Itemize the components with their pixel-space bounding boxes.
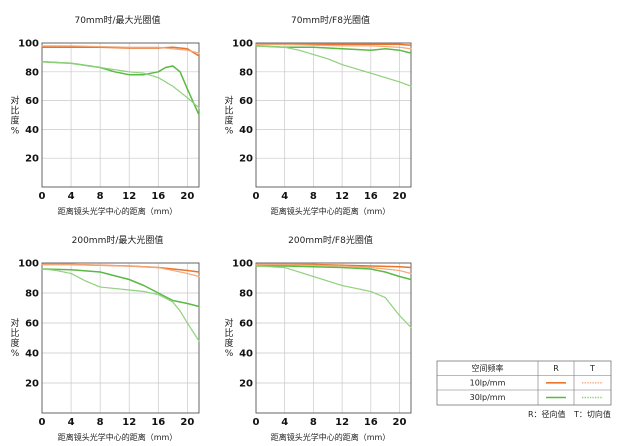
- y-tick-label: 100: [18, 39, 39, 50]
- mtf-chart-2: 70mm时/F8光圈值 0 4 8 12 16 20 20 40 60 80 100 距离镜头光学中心的…: [224, 14, 412, 216]
- y-tick-label: 20: [25, 154, 39, 165]
- mtf-chart-1: 70mm时/最大光圈值 0 4 8 12 16 20 20 40 60 80 100 距离镜头光学中心的…: [10, 14, 200, 216]
- series-30lp-mm-T: [41, 268, 200, 342]
- x-tick-label: 20: [180, 191, 194, 202]
- series-30lp-mm-T: [255, 45, 412, 87]
- x-axis-label: 距离镜头光学中心的距离（mm）: [58, 206, 178, 216]
- series-30lp-mm-T: [255, 265, 412, 329]
- y-tick-label: 40: [239, 125, 253, 136]
- plot-frame: [41, 42, 200, 188]
- y-tick-label: 60: [239, 96, 253, 107]
- y-tick-label: 20: [25, 379, 39, 390]
- x-tick-label: 4: [68, 191, 75, 202]
- legend-header-freq: 空间频率: [472, 363, 504, 373]
- legend-note-t: T：切向值: [573, 409, 611, 419]
- y-tick-label: 100: [18, 259, 39, 270]
- x-tick-label: 16: [151, 417, 165, 428]
- x-tick-label: 20: [393, 191, 407, 202]
- y-tick-label: 20: [239, 154, 253, 165]
- y-tick-label: 80: [239, 67, 253, 78]
- y-tick-label: 80: [239, 289, 253, 300]
- x-tick-label: 4: [281, 191, 288, 202]
- plot-frame: [41, 262, 200, 414]
- x-tick-label: 20: [393, 417, 407, 428]
- series-10lp-mm-R: [41, 46, 200, 57]
- series-10lp-mm-T: [255, 43, 412, 50]
- y-axis-label: 对比度%: [10, 94, 19, 136]
- legend-header-r: R: [553, 364, 559, 373]
- x-tick-label: 16: [364, 191, 378, 202]
- mtf-chart-4: 200mm时/F8光圈值 0 4 8 12 16 20 20 40 60 80 100 距离镜头光学中心…: [224, 234, 412, 442]
- y-axis-label: 对比度%: [10, 317, 19, 359]
- y-tick-label: 40: [239, 349, 253, 360]
- legend-row-30lp: 30lp/mm: [470, 393, 506, 402]
- x-tick-label: 20: [180, 417, 194, 428]
- series-30lp-mm-T: [41, 61, 200, 109]
- x-tick-label: 8: [97, 191, 104, 202]
- legend-header-t: T: [589, 364, 595, 373]
- x-tick-label: 8: [310, 191, 317, 202]
- series-10lp-mm-T: [255, 263, 412, 275]
- x-axis-label: 距离镜头光学中心的距离（mm）: [58, 432, 178, 442]
- x-tick-label: 0: [253, 191, 260, 202]
- x-tick-label: 16: [364, 417, 378, 428]
- chart-title: 70mm时/最大光圈值: [74, 14, 160, 26]
- mtf-chart-3: 200mm时/最大光圈值 0 4 8 12 16 20 20 40 60 80 100 距离镜头光学中心…: [10, 234, 200, 442]
- x-tick-label: 0: [39, 191, 46, 202]
- chart-title: 200mm时/F8光圈值: [288, 234, 373, 246]
- y-tick-label: 100: [232, 39, 253, 50]
- x-tick-label: 0: [253, 417, 260, 428]
- x-tick-label: 12: [335, 417, 349, 428]
- x-tick-label: 12: [335, 191, 349, 202]
- y-tick-label: 40: [25, 125, 39, 136]
- x-tick-label: 12: [122, 417, 136, 428]
- y-axis-label: 对比度%: [224, 94, 233, 136]
- x-axis-label: 距离镜头光学中心的距离（mm）: [271, 432, 391, 442]
- chart-title: 70mm时/F8光圈值: [291, 14, 370, 26]
- chart-title: 200mm时/最大光圈值: [72, 234, 164, 246]
- series-30lp-mm-R: [255, 265, 412, 281]
- legend-note-r: R：径向值: [528, 409, 566, 419]
- x-tick-label: 4: [281, 417, 288, 428]
- y-tick-label: 80: [25, 67, 39, 78]
- x-tick-label: 8: [97, 417, 104, 428]
- series-30lp-mm-R: [255, 45, 412, 54]
- legend-table: 空间频率 R T 10lp/mm 30lp/mm: [436, 360, 612, 406]
- x-tick-label: 16: [151, 191, 165, 202]
- series-10lp-mm-T: [41, 45, 200, 54]
- y-axis-label: 对比度%: [224, 317, 233, 359]
- x-tick-label: 0: [39, 417, 46, 428]
- series-30lp-mm-R: [41, 268, 200, 308]
- y-tick-label: 60: [25, 96, 39, 107]
- y-tick-label: 80: [25, 289, 39, 300]
- plot-frame: [255, 42, 412, 188]
- x-tick-label: 4: [68, 417, 75, 428]
- x-tick-label: 8: [310, 417, 317, 428]
- series-10lp-mm-T: [41, 263, 200, 278]
- legend-row-10lp: 10lp/mm: [470, 379, 506, 388]
- y-tick-label: 40: [25, 349, 39, 360]
- x-tick-label: 12: [122, 191, 136, 202]
- x-axis-label: 距离镜头光学中心的距离（mm）: [271, 206, 391, 216]
- y-tick-label: 100: [232, 259, 253, 270]
- plot-frame: [255, 262, 412, 414]
- y-tick-label: 60: [239, 319, 253, 330]
- y-tick-label: 60: [25, 319, 39, 330]
- y-tick-label: 20: [239, 379, 253, 390]
